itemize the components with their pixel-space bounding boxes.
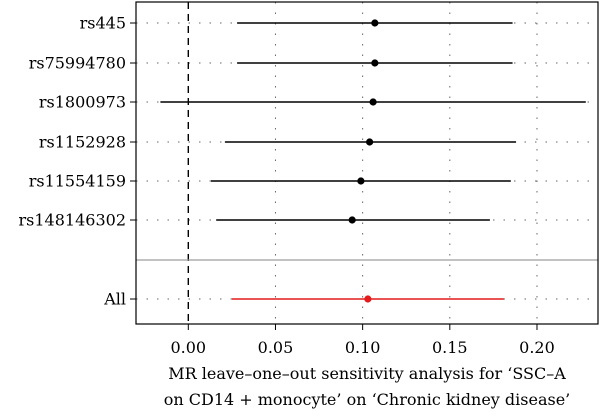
y-tick-label: rs1152928	[39, 133, 126, 152]
estimate-point-rs75994780	[371, 59, 379, 67]
estimate-point-rs1152928	[366, 138, 374, 146]
y-tick-label: All	[103, 290, 126, 309]
estimate-point-rs1800973	[369, 98, 377, 106]
x-tick-label: 0.15	[432, 338, 468, 357]
estimate-point-rs11554159	[357, 177, 365, 185]
x-tick-label: 0.10	[345, 338, 381, 357]
plot-frame	[135, 1, 599, 325]
data-marks	[160, 19, 586, 303]
y-tick-label: rs1800973	[39, 93, 126, 112]
x-axis-title-line-2: on CD14 + monocyte’ on ‘Chronic kidney d…	[164, 390, 571, 409]
y-axis: rs445 rs75994780 rs1800973 rs1152928 rs11554…	[19, 14, 136, 309]
y-tick-label: rs148146302	[19, 211, 126, 230]
y-tick-label: rs11554159	[29, 172, 126, 191]
x-tick-label: 0.05	[258, 338, 294, 357]
y-tick-label: rs445	[80, 14, 126, 33]
x-tick-label: 0.20	[519, 338, 555, 357]
x-axis-title-line-1: MR leave–one–out sensitivity analysis fo…	[168, 364, 566, 383]
x-tick-label: 0.00	[170, 338, 206, 357]
estimate-point-overall	[364, 295, 372, 303]
grid-lines	[136, 2, 598, 324]
estimate-point-rs148146302	[348, 216, 356, 224]
x-axis: 0.00 0.05 0.10 0.15 0.20	[170, 324, 555, 357]
y-tick-label: rs75994780	[29, 54, 126, 73]
estimate-point-rs445	[371, 19, 379, 27]
